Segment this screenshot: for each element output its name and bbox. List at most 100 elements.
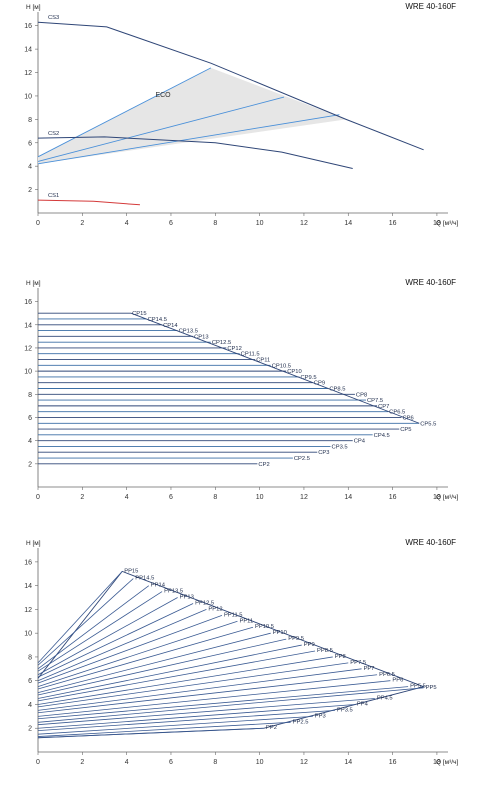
series-label: PP10 <box>273 630 287 636</box>
series-label: CP3.5 <box>332 444 348 450</box>
x-tick-label: 14 <box>344 494 352 501</box>
y-tick-label: 6 <box>28 415 32 422</box>
series-label: CS3 <box>48 15 59 21</box>
x-tick-label: 18 <box>433 759 441 766</box>
series-line <box>37 721 291 737</box>
series-line <box>37 644 302 699</box>
series-line <box>37 614 223 684</box>
series-label: PP8.5 <box>317 648 333 654</box>
x-tick-label: 8 <box>213 494 217 501</box>
x-tick-label: 6 <box>169 220 173 227</box>
chart-title: WRE 40-160F <box>405 538 456 547</box>
x-tick-label: 16 <box>389 220 397 227</box>
x-axis-label: Q [м³/ч] <box>436 220 458 227</box>
series-label: PP13.5 <box>164 589 183 595</box>
series-label: PP13 <box>180 595 194 601</box>
eco-line <box>37 114 340 165</box>
y-tick-label: 14 <box>24 322 32 329</box>
x-tick-label: 12 <box>300 220 308 227</box>
y-tick-label: 12 <box>24 345 32 352</box>
series-label: PP3 <box>315 713 326 719</box>
x-tick-label: 4 <box>125 759 129 766</box>
y-tick-label: 6 <box>28 140 32 147</box>
y-tick-label: 16 <box>24 299 32 306</box>
series-label: PP2.5 <box>293 719 309 725</box>
series-label: PP3.5 <box>337 707 353 713</box>
y-tick-label: 6 <box>28 678 32 685</box>
chart-title: WRE 40-160F <box>405 278 456 287</box>
series-label: PP14.5 <box>135 576 154 582</box>
x-tick-label: 16 <box>389 759 397 766</box>
x-axis-label: Q [м³/ч] <box>436 494 458 501</box>
series-label: PP12 <box>208 606 222 612</box>
eco-label: ECO <box>155 92 171 99</box>
series-label: CP11.5 <box>241 352 260 358</box>
series-label: CS1 <box>48 193 59 199</box>
y-tick-label: 4 <box>28 438 32 445</box>
series-line <box>37 687 424 723</box>
series-label: CP11 <box>256 358 270 364</box>
series-label: CP10 <box>287 369 302 375</box>
y-tick-label: 2 <box>28 461 32 468</box>
eco-region <box>38 67 347 164</box>
series-label: PP15 <box>124 568 138 574</box>
series-label: PP5.5 <box>410 684 426 690</box>
series-label: CP13.5 <box>179 329 198 335</box>
series-label: PP7 <box>364 666 375 672</box>
series-label: CP5 <box>400 427 411 433</box>
x-tick-label: 16 <box>389 494 397 501</box>
series-label: CP10.5 <box>272 363 291 369</box>
x-tick-label: 12 <box>300 494 308 501</box>
x-tick-label: 6 <box>169 494 173 501</box>
series-line <box>37 710 336 732</box>
series-line <box>37 632 271 693</box>
series-label: PP10.5 <box>255 624 274 630</box>
series-label: CP9 <box>314 381 325 387</box>
y-tick-label: 8 <box>28 392 32 399</box>
x-tick-label: 0 <box>36 220 40 227</box>
series-label: CP6.5 <box>389 410 405 416</box>
series-line <box>37 674 378 714</box>
series-label: CP4.5 <box>374 433 390 439</box>
x-tick-label: 8 <box>213 220 217 227</box>
series-line <box>37 662 349 708</box>
series-label: CP2 <box>258 462 269 468</box>
y-tick-label: 8 <box>28 654 32 661</box>
x-tick-label: 18 <box>433 494 441 501</box>
series-line <box>37 603 194 678</box>
y-tick-label: 10 <box>24 369 32 376</box>
series-label: PP7.5 <box>350 660 366 666</box>
series-label: CP5.5 <box>420 421 436 427</box>
y-tick-label: 10 <box>24 93 32 100</box>
series-line <box>37 597 178 676</box>
series-label: CP4 <box>354 439 366 445</box>
series-line <box>37 686 409 720</box>
x-tick-label: 14 <box>344 220 352 227</box>
series-label: CP12.5 <box>212 340 231 346</box>
series-label: PP8 <box>335 654 346 660</box>
x-tick-label: 18 <box>433 220 441 227</box>
x-tick-label: 6 <box>169 759 173 766</box>
series-line <box>37 668 362 711</box>
series-line <box>37 21 424 151</box>
series-line <box>37 656 333 705</box>
series-label: PP9 <box>304 642 315 648</box>
x-tick-label: 8 <box>213 759 217 766</box>
x-tick-label: 0 <box>36 759 40 766</box>
series-label: CP7 <box>378 404 389 410</box>
y-tick-label: 14 <box>24 583 32 590</box>
series-label: PP4.5 <box>377 696 393 702</box>
series-line <box>37 620 238 688</box>
y-tick-label: 4 <box>28 702 32 709</box>
series-line <box>37 680 391 717</box>
y-tick-label: 8 <box>28 117 32 124</box>
series-label: PP12.5 <box>195 600 214 606</box>
series-line <box>37 585 150 670</box>
series-label: CP2.5 <box>294 456 310 462</box>
series-line <box>37 591 163 672</box>
y-tick-label: 12 <box>24 607 32 614</box>
x-tick-label: 4 <box>125 220 129 227</box>
series-label: PP5 <box>426 685 437 691</box>
series-line <box>37 727 265 739</box>
